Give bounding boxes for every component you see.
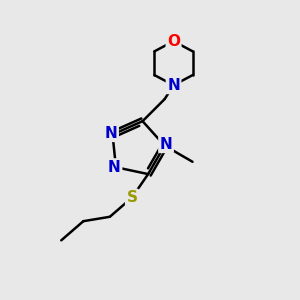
Text: S: S	[126, 190, 137, 205]
Text: O: O	[167, 34, 180, 49]
Text: N: N	[105, 126, 117, 141]
Text: N: N	[160, 136, 172, 152]
Text: N: N	[108, 160, 121, 175]
Text: N: N	[167, 78, 180, 93]
